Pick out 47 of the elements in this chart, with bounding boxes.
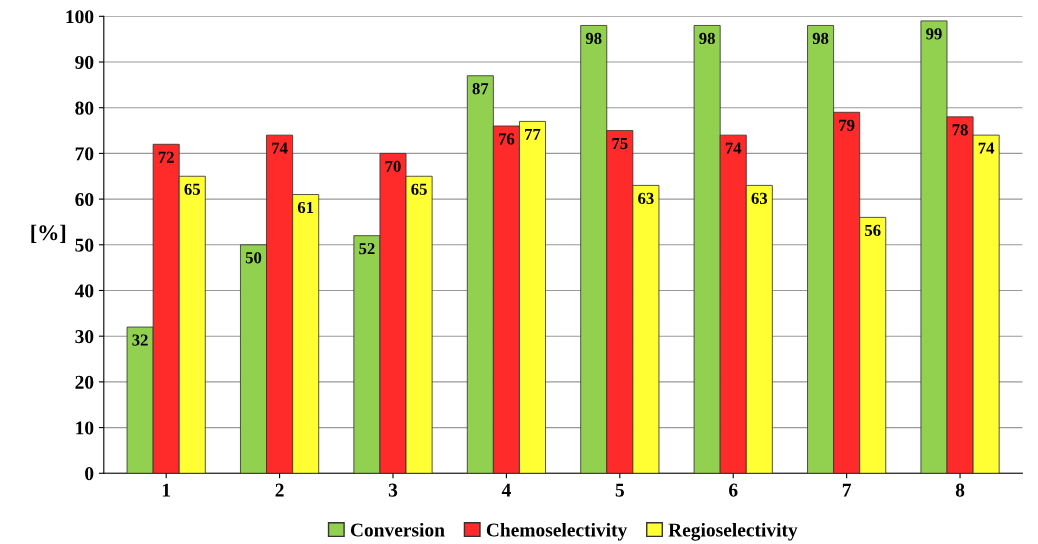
y-tick-label: 30 [75, 330, 94, 344]
x-tick-label: 6 [729, 483, 738, 497]
data-label: 74 [978, 142, 995, 154]
data-label: 32 [132, 334, 148, 346]
y-tick-label: 100 [66, 10, 94, 24]
data-label: 74 [725, 142, 742, 154]
data-label: 99 [926, 28, 942, 40]
legend-label: Regioselectivity [668, 522, 798, 541]
y-axis-title: [%] [31, 224, 66, 244]
data-label: 78 [952, 124, 968, 136]
data-label: 72 [158, 151, 174, 163]
data-label: 61 [297, 201, 314, 214]
data-label: 98 [812, 32, 829, 45]
x-tick-label: 1 [162, 483, 171, 497]
y-tick-label: 10 [76, 421, 94, 435]
y-tick-label: 60 [75, 192, 94, 207]
y-tick-label: 0 [85, 467, 94, 481]
data-label: 98 [699, 32, 715, 45]
x-tick-label: 2 [275, 483, 284, 497]
data-label: 74 [272, 142, 288, 154]
legend-label: Conversion [350, 522, 445, 537]
y-tick-label: 50 [75, 238, 94, 252]
data-label: 87 [472, 83, 489, 95]
data-label: 76 [499, 133, 515, 145]
legend-label: Chemoselectivity [486, 522, 628, 541]
x-tick-label: 8 [955, 483, 965, 497]
x-tick-label: 5 [615, 483, 624, 497]
y-tick-label: 80 [75, 101, 94, 115]
y-tick-label: 40 [74, 284, 94, 298]
y-tick-label: 20 [75, 375, 94, 389]
y-tick-label: 90 [75, 55, 94, 69]
data-label: 75 [612, 138, 628, 150]
data-label: 65 [411, 183, 427, 195]
data-label: 50 [245, 252, 262, 264]
data-label: 63 [638, 192, 654, 204]
x-tick-label: 3 [388, 483, 398, 497]
data-label: 98 [585, 32, 602, 45]
x-tick-label: 7 [842, 483, 852, 497]
data-label: 65 [184, 183, 200, 195]
data-label: 52 [359, 243, 375, 255]
x-tick-label: 4 [501, 483, 511, 497]
data-label: 56 [865, 224, 881, 236]
data-label: 77 [525, 128, 541, 140]
y-tick-label: 70 [75, 147, 94, 161]
data-label: 63 [751, 192, 768, 204]
data-label: 70 [385, 160, 401, 172]
data-label: 79 [839, 119, 855, 131]
